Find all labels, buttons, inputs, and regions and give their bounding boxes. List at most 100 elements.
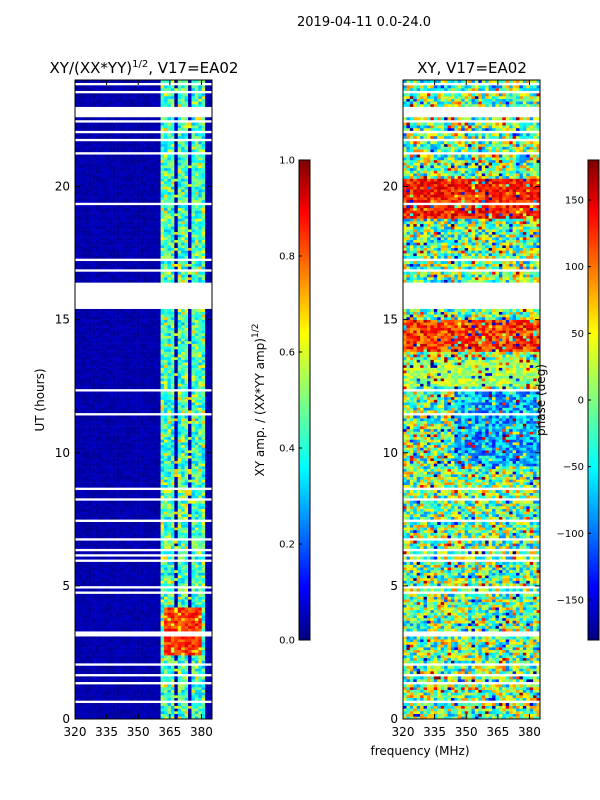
heatmap-cell [75, 492, 79, 496]
heatmap-cell [153, 372, 158, 376]
heatmap-cell [205, 575, 209, 579]
heatmap-cell [184, 511, 189, 515]
heatmap-cell [177, 521, 182, 525]
heatmap-cell [160, 503, 165, 507]
heatmap-cell [133, 540, 137, 544]
heatmap-cell [85, 346, 89, 350]
heatmap-cell [164, 354, 168, 358]
heatmap-cell [150, 516, 155, 520]
heatmap-cell [122, 636, 127, 640]
heatmap-cell [181, 679, 185, 683]
heatmap-cell [201, 348, 206, 352]
heatmap-cell [112, 354, 117, 358]
heatmap-cell [181, 452, 185, 456]
heatmap-cell [177, 410, 182, 414]
heatmap-cell [184, 490, 189, 493]
heatmap-cell [164, 708, 168, 712]
heatmap-cell [126, 346, 131, 350]
heatmap-cell [136, 575, 141, 579]
heatmap-cell [95, 668, 100, 672]
heatmap-cell [157, 386, 161, 390]
heatmap-cell [191, 343, 196, 347]
heatmap-cell [157, 431, 161, 435]
heatmap-cell [205, 476, 209, 480]
heatmap-cell [194, 671, 199, 675]
heatmap-cell [109, 506, 113, 509]
heatmap-cell [129, 625, 134, 629]
heatmap-cell [174, 362, 179, 366]
heatmap-cell [174, 372, 179, 376]
heatmap-cell [112, 628, 117, 632]
heatmap-cell [177, 639, 182, 643]
heatmap-cell [116, 404, 120, 408]
heatmap-cell [181, 705, 185, 709]
heatmap-cell [150, 556, 155, 560]
heatmap-cell [98, 508, 103, 512]
heatmap-cell [194, 375, 199, 379]
heatmap-cell [102, 564, 107, 568]
heatmap-cell [194, 716, 199, 720]
heatmap-cell [167, 711, 172, 714]
heatmap-cell [119, 476, 124, 480]
heatmap-cell [146, 490, 151, 493]
heatmap-cell [92, 364, 96, 368]
heatmap-cell [112, 428, 117, 432]
heatmap-cell [136, 354, 141, 358]
heatmap-cell [126, 679, 131, 683]
heatmap-cell [181, 609, 185, 613]
heatmap-cell [136, 370, 141, 374]
heatmap-cell [133, 657, 137, 661]
heatmap-cell [85, 466, 89, 470]
heatmap-cell [109, 711, 113, 714]
heatmap-cell [92, 668, 96, 672]
heatmap-cell [191, 356, 196, 360]
heatmap-cell [109, 708, 113, 712]
heatmap-cell [160, 711, 165, 714]
heatmap-cell [140, 468, 144, 472]
heatmap-cell [75, 623, 79, 627]
heatmap-cell [85, 511, 89, 515]
heatmap-cell [95, 711, 100, 714]
heatmap-cell [105, 665, 110, 669]
heatmap-cell [88, 689, 93, 693]
heatmap-cell [105, 439, 110, 443]
heatmap-cell [122, 511, 127, 515]
heatmap-cell [198, 676, 203, 680]
heatmap-cell [109, 580, 113, 584]
heatmap-cell [143, 676, 148, 680]
heatmap-cell [88, 535, 93, 539]
heatmap-cell [92, 378, 96, 382]
heatmap-cell [98, 362, 103, 366]
heatmap-cell [188, 359, 192, 363]
heatmap-cell [205, 359, 209, 363]
heatmap-cell [136, 415, 141, 419]
heatmap-cell [112, 545, 117, 549]
heatmap-cell [133, 402, 137, 406]
heatmap-cell [126, 617, 131, 621]
heatmap-cell [133, 458, 137, 462]
heatmap-cell [133, 687, 137, 691]
heatmap-cell [102, 572, 107, 576]
heatmap-cell [184, 551, 189, 555]
heatmap-cell [95, 431, 100, 435]
heatmap-cell [184, 545, 189, 549]
heatmap-cell [201, 689, 206, 693]
heatmap-cell [116, 476, 120, 480]
heatmap-cell [98, 354, 103, 358]
heatmap-cell [170, 647, 175, 651]
heatmap-cell [116, 479, 120, 483]
heatmap-cell [153, 596, 158, 600]
heatmap-cell [191, 665, 196, 669]
heatmap-cell [198, 439, 203, 443]
heatmap-cell [81, 468, 86, 472]
heatmap-cell [174, 482, 179, 485]
heatmap-cell [95, 687, 100, 691]
heatmap-cell [201, 506, 206, 509]
heatmap-cell [153, 340, 158, 344]
heatmap-cell [146, 695, 151, 698]
heatmap-cell [167, 564, 172, 568]
heatmap-cell [205, 506, 209, 509]
heatmap-cell [181, 556, 185, 560]
heatmap-cell [160, 708, 165, 712]
heatmap-cell [81, 713, 86, 717]
